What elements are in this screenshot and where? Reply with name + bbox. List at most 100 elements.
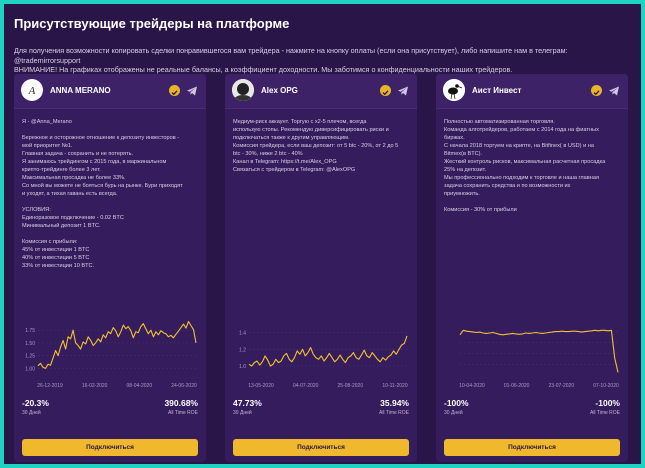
description-line: и уходят, а тихая гавань есть всегда. bbox=[22, 191, 118, 197]
x-tick-label: 23-07-2020 bbox=[549, 383, 575, 389]
description-line: использую стопы. Рекомендую диверсифицир… bbox=[233, 127, 389, 133]
trader-card: A ANNA MERANO Я - @Anna_Merano Бережное и… bbox=[14, 74, 206, 462]
description-line: Команда алготрейдеров, работаем с 2014 г… bbox=[444, 127, 599, 133]
description-line: Минимальный депозит 1 BTC. bbox=[22, 223, 101, 229]
performance-chart: 10-04-2020 01-06-2020 23-07-2020 07-10-2020 bbox=[436, 314, 628, 394]
description-line: Со мной вы можете не бояться бурь на рын… bbox=[22, 183, 183, 189]
x-tick-label: 08-04-2020 bbox=[127, 383, 153, 389]
description-line: Главная задача - сохранить и не потерять… bbox=[22, 151, 134, 157]
description-line bbox=[22, 198, 198, 206]
stat-30-days: -100% bbox=[444, 398, 469, 408]
trader-card: Аист Инвест Полностью автоматизированная… bbox=[436, 74, 628, 462]
x-tick-label: 13-05-2020 bbox=[248, 383, 274, 389]
description-line: задача сохранить средства и по возможнос… bbox=[444, 183, 571, 189]
performance-chart: 1.75 1.50 1.25 1.00 26-12-2019 16-02-2020 08-0… bbox=[14, 314, 206, 394]
y-tick-label: 1.00 bbox=[25, 366, 35, 372]
card-header: Аист Инвест bbox=[436, 74, 628, 109]
description-line: Комиссия с прибыли: bbox=[22, 239, 78, 245]
y-tick-label: 1.50 bbox=[25, 341, 35, 347]
description-line: Мы профессионально подходим к торговле и… bbox=[444, 175, 599, 181]
description-line: Связаться с трейдером в Telegram: @AlexO… bbox=[233, 167, 356, 173]
telegram-icon[interactable] bbox=[186, 84, 198, 96]
series-line bbox=[248, 335, 408, 367]
stat-all-time-roe: -100% bbox=[595, 398, 620, 408]
description-line: Медиум-риск аккаунт. Торгую с x2-5 плечо… bbox=[233, 119, 367, 125]
description-line: подключаться также к другим управляющим. bbox=[233, 135, 350, 141]
avatar bbox=[232, 79, 254, 101]
y-tick-label: 1.75 bbox=[25, 328, 35, 334]
stat-30-days: -20.3% bbox=[22, 398, 49, 408]
x-tick-label: 10-04-2020 bbox=[459, 383, 485, 389]
x-tick-label: 26-12-2019 bbox=[37, 383, 63, 389]
description-line: 40% от инвестиции 5 BTC bbox=[22, 255, 90, 261]
info-text: Для получения возможности копировать сде… bbox=[14, 46, 634, 75]
description-line: Жесткий контроль рисков, максимальная ра… bbox=[444, 159, 606, 165]
x-tick-label: 04-07-2020 bbox=[293, 383, 319, 389]
stat-30-days-label: 30 Дней bbox=[22, 410, 41, 416]
card-header: Alex OPG bbox=[225, 74, 417, 109]
description-line: Единоразовое подключение - 0.02 BTC bbox=[22, 215, 124, 221]
stat-30-days-label: 30 Дней bbox=[233, 410, 252, 416]
trader-card: Alex OPG Медиум-риск аккаунт. Торгую с x… bbox=[225, 74, 417, 462]
x-tick-label: 07-10-2020 bbox=[593, 383, 619, 389]
avatar-monogram: A bbox=[28, 85, 36, 97]
x-tick-label: 10-11-2020 bbox=[382, 383, 407, 389]
x-tick-label: 16-02-2020 bbox=[82, 383, 108, 389]
description-line: С начала 2018 торгуем на крипте, на Bitf… bbox=[444, 143, 594, 149]
x-tick-label: 25-08-2020 bbox=[338, 383, 364, 389]
description-line: Бережное и осторожное отношение к депози… bbox=[22, 135, 180, 141]
description-line bbox=[22, 230, 198, 238]
description-line: Максимальная просадка не более 33%. bbox=[22, 175, 126, 181]
stat-30-days-label: 30 Дней bbox=[444, 410, 463, 416]
description-line: УСЛОВИЯ: bbox=[22, 207, 51, 213]
verified-check-icon bbox=[380, 85, 391, 96]
stat-all-time-label: All Time ROE bbox=[378, 410, 409, 416]
description-line: Комиссия - 30% от прибыли bbox=[444, 207, 517, 213]
y-tick-label: 1.4 bbox=[239, 331, 246, 337]
stat-all-time-roe: 390.68% bbox=[164, 398, 198, 408]
verified-check-icon bbox=[169, 85, 180, 96]
info-line-1: Для получения возможности копировать сде… bbox=[14, 46, 568, 65]
y-tick-label: 1.0 bbox=[239, 364, 246, 370]
stat-all-time-label: All Time ROE bbox=[589, 410, 620, 416]
description-line: Я занимаюсь трейдингом с 2015 года, в ма… bbox=[22, 159, 167, 165]
stat-all-time-roe: 35.94% bbox=[380, 398, 409, 408]
description-line: Полностью автоматизированная торговля. bbox=[444, 119, 555, 125]
performance-chart: 1.4 1.2 1.0 13-05-2020 04-07-2020 25-08-2020 1… bbox=[225, 314, 417, 394]
telegram-icon[interactable] bbox=[397, 84, 409, 96]
description-line: btc - 30%, ниже 2 btc - 40% bbox=[233, 151, 303, 157]
description-line bbox=[444, 198, 620, 206]
description-line: приумножить. bbox=[444, 191, 480, 197]
stat-all-time-label: All Time ROE bbox=[167, 410, 198, 416]
verified-check-icon bbox=[591, 85, 602, 96]
chart-svg: 1.75 1.50 1.25 1.00 26-12-2019 16-02-2020 08-0… bbox=[25, 320, 197, 389]
series-line bbox=[37, 320, 197, 369]
stat-30-days: 47.73% bbox=[233, 398, 262, 408]
x-tick-label: 01-06-2020 bbox=[504, 383, 530, 389]
trader-description: Медиум-риск аккаунт. Торгую с x2-5 плечо… bbox=[233, 118, 409, 174]
description-line: мой приоритет №1. bbox=[22, 143, 73, 149]
description-line: крипто-трейдинге более 3 лет. bbox=[22, 167, 101, 173]
connect-button[interactable]: Подключиться bbox=[233, 439, 409, 456]
trader-name: ANNA MERANO bbox=[50, 86, 111, 95]
description-line: 25% на депозит. bbox=[444, 167, 487, 173]
page-frame: Присутствующие трейдеры на платформе Для… bbox=[4, 4, 641, 464]
avatar: A bbox=[21, 79, 43, 101]
connect-button[interactable]: Подключиться bbox=[22, 439, 198, 456]
description-line: 33% от инвестиции 10 BTC. bbox=[22, 263, 95, 269]
page-title: Присутствующие трейдеры на платформе bbox=[14, 16, 290, 31]
description-line: Комиссия трейдера, если ваш депозит: от … bbox=[233, 143, 399, 149]
connect-button[interactable]: Подключиться bbox=[444, 439, 620, 456]
description-line: Я - @Anna_Merano bbox=[22, 119, 72, 125]
description-line: биржах. bbox=[444, 135, 465, 141]
telegram-icon[interactable] bbox=[608, 84, 620, 96]
description-line bbox=[22, 126, 198, 134]
x-tick-label: 24-06-2020 bbox=[171, 383, 197, 389]
trader-name: Alex OPG bbox=[261, 86, 298, 95]
trader-name: Аист Инвест bbox=[472, 86, 522, 95]
description-line: Канал в Telegram: https://t.me/Alex_OPG bbox=[233, 159, 337, 165]
trader-description: Полностью автоматизированная торговля. Ко… bbox=[444, 118, 620, 214]
trader-description: Я - @Anna_Merano Бережное и осторожное от… bbox=[22, 118, 198, 270]
y-tick-label: 1.25 bbox=[25, 354, 35, 360]
description-line: Bitmex(в BTC). bbox=[444, 151, 483, 157]
